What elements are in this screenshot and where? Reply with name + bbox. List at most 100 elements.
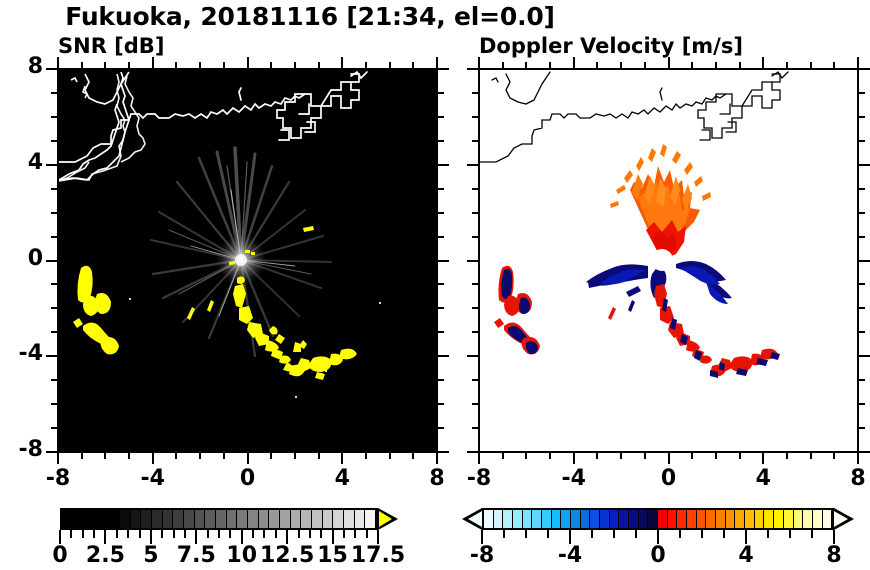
x-tick-bottom	[341, 453, 344, 464]
y-tick-left	[51, 427, 57, 430]
x-tick-bottom	[762, 453, 765, 464]
x-tick-top	[436, 57, 438, 68]
x-tick-bottom	[857, 453, 859, 464]
snr-colorbar[interactable]	[60, 508, 398, 530]
y-tick-left	[51, 283, 57, 286]
colorbar-tick	[172, 530, 175, 538]
colorbar-tick	[218, 530, 220, 538]
x-tick-top	[691, 62, 694, 68]
x-tick-top	[525, 62, 528, 68]
colorbar-over-arrow-fill	[379, 511, 392, 527]
y-tick-left	[46, 163, 57, 166]
y-tick-right	[438, 115, 444, 118]
colorbar-cell	[312, 510, 323, 528]
x-tick-bottom	[388, 453, 391, 459]
y-tick-right	[438, 427, 444, 430]
x-tick-bottom	[270, 453, 273, 459]
colorbar-tick	[161, 530, 164, 538]
colorbar-cell	[100, 510, 111, 528]
snr-radar-image	[59, 70, 436, 451]
colorbar-label: 12.5	[260, 543, 315, 568]
colorbar-tick	[767, 530, 769, 538]
x-tick-top	[785, 62, 788, 68]
x-tick-top	[714, 62, 717, 68]
colorbar-cell	[735, 510, 746, 528]
y-tick-right	[859, 307, 865, 310]
x-tick-bottom	[222, 453, 225, 459]
x-tick-bottom	[525, 453, 528, 459]
colorbar-tick	[81, 530, 84, 538]
y-tick-right	[438, 307, 444, 310]
x-tick-top	[857, 57, 859, 68]
colorbar-cell	[493, 510, 504, 528]
colorbar-cell	[764, 510, 775, 528]
colorbar-cell	[716, 510, 726, 528]
colorbar-label: 0	[52, 543, 68, 568]
y-tick-right	[438, 91, 444, 94]
y-axis-label: -4	[18, 341, 43, 367]
colorbar-cell	[822, 510, 833, 528]
colorbar-tick	[252, 530, 255, 538]
y-tick-right	[859, 451, 870, 453]
colorbar-cell	[522, 510, 533, 528]
colorbar-cell	[162, 510, 174, 528]
colorbar-cell	[152, 510, 163, 528]
x-axis-label: -8	[45, 466, 71, 491]
x-tick-bottom	[175, 453, 178, 459]
y-tick-left	[472, 211, 478, 214]
colorbar-cell	[754, 510, 765, 528]
colorbar-cell	[803, 510, 813, 528]
y-tick-left	[472, 235, 478, 238]
colorbar-tick	[481, 530, 483, 544]
x-tick-bottom	[151, 453, 154, 464]
colorbar-tick	[59, 530, 61, 544]
colorbar-over-arrow-fill	[834, 511, 848, 527]
x-tick-top	[572, 57, 575, 68]
colorbar-cell	[561, 510, 572, 528]
colorbar-tick	[286, 530, 289, 544]
x-tick-top	[762, 57, 765, 68]
y-tick-left	[46, 68, 57, 70]
y-tick-right	[859, 331, 865, 334]
colorbar-cell	[542, 510, 552, 528]
x-tick-top	[222, 62, 225, 68]
y-tick-right	[859, 91, 865, 94]
colorbar-cell	[706, 510, 717, 528]
colorbar-under-arrow-fill	[468, 511, 482, 527]
colorbar-tick	[127, 530, 130, 538]
colorbar-cell	[658, 510, 668, 528]
doppler-plot-area[interactable]	[478, 68, 859, 453]
colorbar-label: 8	[826, 543, 842, 568]
colorbar-cell	[609, 510, 620, 528]
x-tick-bottom	[620, 453, 623, 459]
colorbar-cell	[226, 510, 238, 528]
y-tick-left	[46, 259, 57, 262]
colorbar-tick	[308, 530, 311, 538]
y-tick-left	[51, 307, 57, 310]
colorbar-tick	[365, 530, 368, 538]
doppler-colorbar[interactable]	[462, 508, 854, 530]
snr-plot-area[interactable]	[57, 68, 438, 453]
colorbar-tick	[503, 530, 505, 538]
y-tick-left	[472, 427, 478, 430]
x-tick-top	[199, 62, 202, 68]
colorbar-label: 4	[738, 543, 754, 568]
colorbar-tick	[591, 530, 593, 538]
y-axis-label: 0	[27, 245, 43, 271]
y-tick-left	[472, 283, 478, 286]
x-tick-bottom	[317, 453, 320, 459]
x-tick-bottom	[246, 453, 249, 464]
y-tick-right	[859, 139, 865, 142]
x-tick-bottom	[738, 453, 741, 459]
y-tick-right	[438, 403, 444, 406]
x-tick-top	[270, 62, 273, 68]
x-tick-bottom	[572, 453, 575, 464]
colorbar-cell	[687, 510, 697, 528]
y-tick-right	[859, 379, 865, 382]
colorbar-cell	[551, 510, 562, 528]
x-tick-top	[833, 62, 836, 68]
y-tick-right	[438, 379, 444, 382]
y-tick-right	[859, 355, 870, 358]
x-axis-label: 4	[334, 466, 350, 491]
